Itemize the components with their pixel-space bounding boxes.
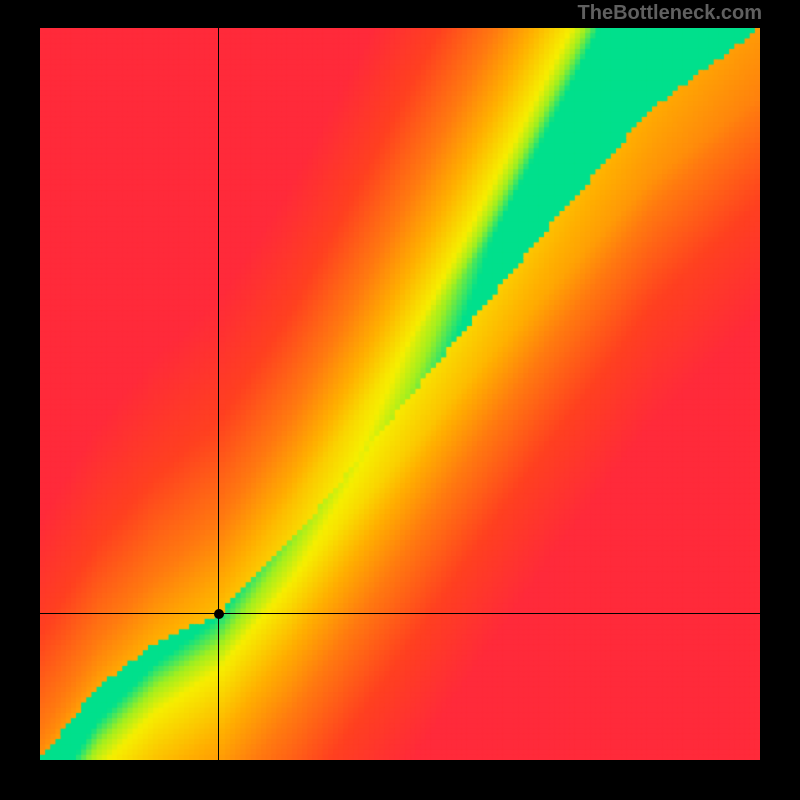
- crosshair-horizontal-line: [40, 613, 760, 614]
- watermark-text: TheBottleneck.com: [578, 2, 762, 25]
- heatmap-canvas: [40, 28, 760, 760]
- root-container: TheBottleneck.com: [0, 0, 800, 800]
- crosshair-dot: [214, 609, 224, 619]
- crosshair-vertical-line: [218, 28, 219, 760]
- chart-plot-area: [40, 28, 760, 760]
